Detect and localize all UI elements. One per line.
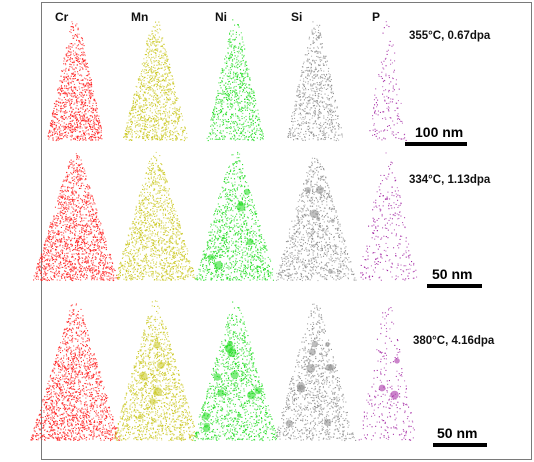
element-label-si: Si (291, 10, 303, 24)
element-label-cr: Cr (55, 10, 69, 24)
atom-map-p-row3 (358, 307, 415, 441)
atom-map-ni-row3 (192, 301, 278, 442)
atom-map-cr-row2 (33, 153, 119, 282)
atom-map-mn-row3 (113, 300, 198, 442)
atom-map-p-row1 (369, 21, 407, 141)
element-label-ni: Ni (215, 10, 227, 24)
element-label-mn: Mn (131, 10, 149, 24)
atom-map-mn-row1 (123, 21, 188, 142)
condition-label-row3: 380°C, 4.16dpa (413, 335, 495, 347)
scale-bar-row2 (427, 284, 482, 288)
atom-map-si-row1 (287, 21, 343, 142)
scale-bar-row3 (433, 443, 487, 447)
atom-map-ni-row2 (194, 151, 274, 281)
atom-map-si-row3 (275, 303, 357, 442)
scale-bar-label-row2: 50 nm (432, 266, 473, 282)
atom-map-mn-row2 (116, 151, 197, 281)
atom-map-cr-row3 (30, 303, 120, 442)
scale-bar-label-row3: 50 nm (437, 425, 478, 441)
figure-frame (41, 2, 532, 460)
scale-bar-label-row1: 100 nm (415, 124, 464, 140)
scale-bar-row1 (405, 142, 467, 146)
element-label-p: P (372, 10, 381, 24)
atom-map-ni-row1 (206, 19, 264, 142)
atom-map-cr-row1 (47, 21, 103, 142)
atom-map-si-row2 (276, 157, 357, 282)
condition-label-row1: 355°C, 0.67dpa (409, 30, 491, 42)
atom-map-p-row2 (360, 152, 418, 281)
condition-label-row2: 334°C, 1.13dpa (409, 174, 491, 186)
